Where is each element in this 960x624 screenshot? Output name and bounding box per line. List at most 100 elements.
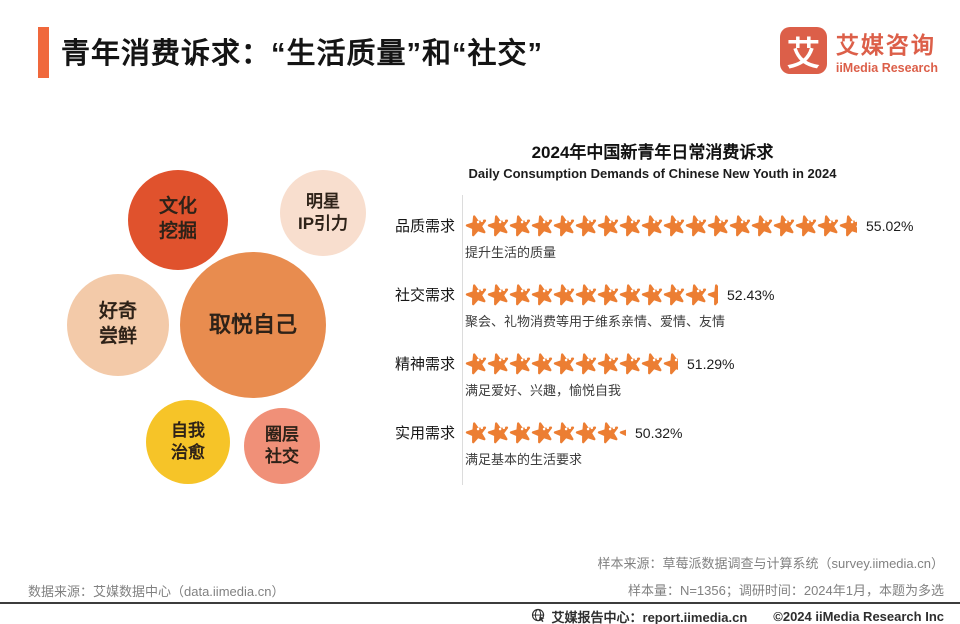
star-icon	[487, 353, 509, 375]
demand-row-line: 社交需求 52.43%	[385, 282, 920, 307]
copyright-text: ©2024 iiMedia Research Inc	[773, 609, 944, 624]
star-icon	[619, 353, 641, 375]
chart-axis-line	[462, 195, 463, 485]
star-icon	[575, 284, 597, 306]
star-icon	[707, 215, 729, 237]
category-description: 聚会、礼物消费等用于维系亲情、爱情、友情	[465, 314, 726, 329]
value-label: 55.02%	[866, 217, 914, 234]
bubble-celebrity-ip: 明星 IP引力	[280, 170, 366, 256]
star-icon	[795, 215, 817, 237]
star-icon	[619, 429, 626, 436]
star-icon	[487, 215, 509, 237]
star-icon	[509, 284, 531, 306]
star-icon	[597, 215, 619, 237]
star-icon	[575, 215, 597, 237]
logo-name-cn: 艾媒咨询	[835, 32, 936, 58]
star-icon	[531, 215, 553, 237]
star-bar	[465, 420, 626, 445]
category-label: 精神需求	[394, 356, 455, 373]
category-label: 社交需求	[394, 287, 455, 304]
star-icon	[597, 284, 619, 306]
star-icon	[575, 422, 597, 444]
star-icon	[553, 284, 575, 306]
star-icon	[487, 422, 509, 444]
category-description: 满足爱好、兴趣，愉悦自我	[465, 383, 622, 398]
star-icon	[553, 353, 575, 375]
star-icon	[641, 284, 663, 306]
bubble-self-healing: 自我 治愈	[146, 400, 230, 484]
logo-name-en: iiMedia Research	[835, 61, 938, 75]
globe-icon	[531, 608, 546, 624]
value-label: 52.43%	[727, 286, 775, 303]
category-label: 品质需求	[394, 218, 455, 235]
star-icon	[553, 422, 575, 444]
chart-title: 2024年中国新青年日常消费诉求	[531, 143, 774, 162]
star-icon	[663, 284, 685, 306]
sample-source-note: 样本来源：草莓派数据调查与计算系统（survey.iimedia.cn）	[597, 556, 944, 571]
sample-info: 样本来源：草莓派数据调查与计算系统（survey.iimedia.cn） 样本量…	[598, 551, 944, 604]
star-icon	[839, 215, 857, 237]
demand-row: 精神需求 51.29% 满足爱好、兴趣，愉悦自我	[385, 351, 920, 399]
report-center-text: 艾媒报告中心：report.iimedia.cn	[551, 610, 748, 624]
star-icon	[509, 215, 531, 237]
footer-bar: 艾媒报告中心：report.iimedia.cn ©2024 iiMedia R…	[531, 607, 944, 624]
data-source-note: 数据来源：艾媒数据中心（data.iimedia.cn）	[28, 584, 285, 599]
star-icon	[619, 284, 641, 306]
star-icon	[465, 215, 487, 237]
logo-text: 艾媒咨询 iiMedia Research	[836, 26, 938, 75]
demand-bar-chart: 2024年中国新青年日常消费诉求 Daily Consumption Deman…	[385, 138, 920, 503]
title-accent-bar	[38, 27, 49, 78]
star-icon	[663, 353, 678, 375]
star-icon	[663, 215, 685, 237]
iimedia-logo-icon: 艾	[779, 27, 827, 74]
star-icon	[575, 353, 597, 375]
demand-row-line: 品质需求 55.02%	[385, 213, 920, 238]
category-label: 实用需求	[394, 425, 455, 442]
category-description: 提升生活的质量	[465, 245, 557, 260]
star-icon	[465, 353, 487, 375]
star-icon	[751, 215, 773, 237]
star-icon	[641, 353, 663, 375]
star-icon	[773, 215, 795, 237]
star-icon	[729, 215, 751, 237]
star-icon	[597, 422, 619, 444]
star-bar	[465, 351, 678, 376]
sample-size-note: 样本量：N=1356；调研时间：2024年1月，本题为多选	[627, 582, 944, 598]
star-icon	[465, 422, 487, 444]
demand-row: 社交需求 52.43% 聚会、礼物消费等用于维系亲情、爱情、友情	[385, 282, 920, 330]
star-bar	[465, 213, 857, 238]
demand-row-line: 实用需求 50.32%	[385, 420, 920, 445]
star-icon	[531, 284, 553, 306]
star-icon	[553, 215, 575, 237]
demand-row: 品质需求 55.02% 提升生活的质量	[385, 213, 920, 261]
bubble-culture-mining: 文化 挖掘	[128, 170, 228, 270]
star-icon	[619, 215, 641, 237]
star-icon	[685, 284, 707, 306]
page-title: 青年消费诉求：“生活质量”和“社交”	[61, 38, 544, 70]
star-icon	[487, 284, 509, 306]
brand-logo: 艾 艾媒咨询 iiMedia Research	[779, 26, 938, 75]
bubble-curiosity-taste: 好奇 尝鲜	[67, 274, 169, 376]
category-description: 满足基本的生活要求	[465, 452, 583, 467]
star-bar	[465, 282, 718, 307]
star-icon	[509, 422, 531, 444]
demand-row-line: 精神需求 51.29%	[385, 351, 920, 376]
star-icon	[531, 353, 553, 375]
chart-subtitle: Daily Consumption Demands of Chinese New…	[468, 166, 837, 181]
value-label: 50.32%	[635, 424, 683, 441]
star-icon	[817, 215, 839, 237]
star-icon	[597, 353, 619, 375]
bubble-circle-social: 圈层 社交	[244, 408, 320, 484]
value-label: 51.29%	[687, 355, 735, 372]
bubble-self-pleasing: 取悦自己	[180, 252, 326, 398]
star-icon	[531, 422, 553, 444]
star-icon	[509, 353, 531, 375]
footer-divider	[0, 602, 960, 604]
star-icon	[641, 215, 663, 237]
star-icon	[465, 284, 487, 306]
logo-glyph: 艾	[786, 34, 820, 72]
star-icon	[707, 284, 718, 306]
demand-row: 实用需求 50.32% 满足基本的生活要求	[385, 420, 920, 468]
star-icon	[685, 215, 707, 237]
